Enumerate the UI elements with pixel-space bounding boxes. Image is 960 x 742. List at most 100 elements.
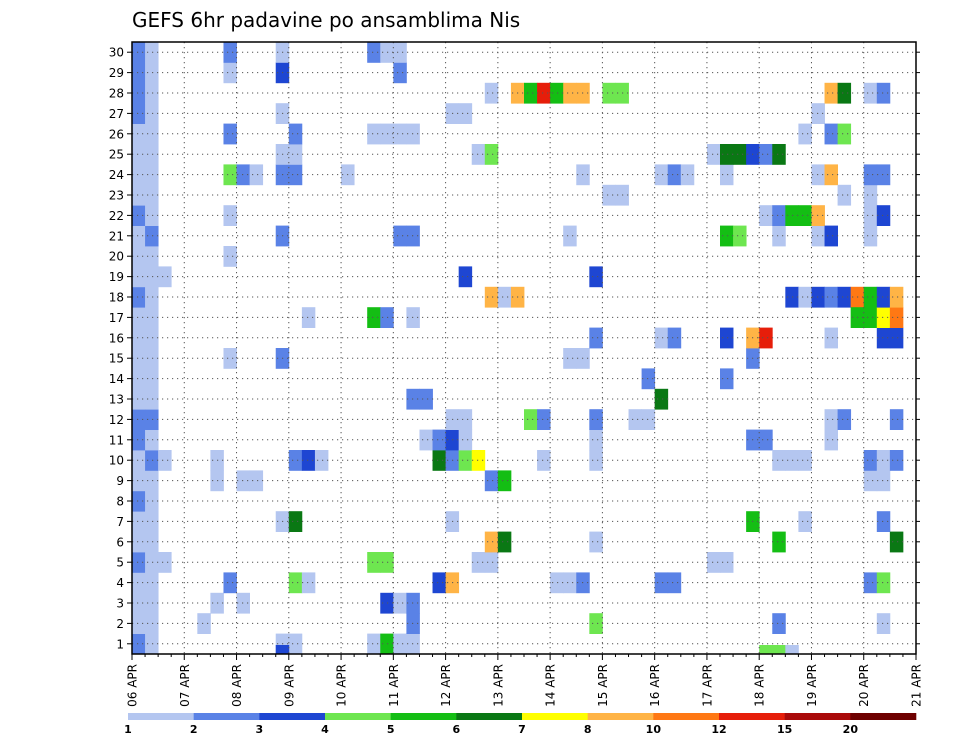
heat-cell [759,429,773,451]
x-tick-label: 10 APR [335,664,349,707]
heat-cell [145,123,159,145]
colorbar-tick-label: 1 [124,723,132,736]
heat-cell [145,388,159,410]
heat-cell [145,42,159,63]
heat-cell [837,82,852,104]
heat-cell [889,531,904,553]
heat-cell [471,144,486,165]
heat-cell [837,286,852,308]
heat-cell [393,592,407,614]
heat-cell [419,429,433,451]
heat-cell [301,307,316,328]
heat-cell [288,511,303,532]
y-tick-label: 19 [109,270,124,284]
heat-cell [145,307,159,328]
y-tick-label: 9 [116,474,124,488]
heat-cell [733,144,747,165]
colorbar-segment [193,713,260,720]
heat-cell [288,633,303,655]
heat-cell [863,184,878,206]
heat-cell [145,164,159,186]
heat-cell [132,490,146,512]
y-tick-label: 21 [109,229,124,243]
x-tick-label: 21 APR [910,664,924,707]
heat-cell [889,409,904,430]
heat-cell [132,103,146,124]
colorbar-segment [522,713,588,720]
heat-cell [145,205,159,226]
heat-cell [275,645,290,654]
heat-cell [223,572,237,594]
x-tick-label: 18 APR [753,664,767,707]
y-tick-label: 8 [116,495,124,509]
heat-cell [484,470,499,492]
heat-cell [158,266,172,288]
colorbar-segment [456,713,523,720]
heat-cell [288,450,303,471]
heat-cell [589,450,603,471]
heat-cell [145,225,159,247]
colorbar-tick-label: 7 [518,723,526,736]
heat-cell [132,225,146,247]
colorbar-tick-label: 6 [453,723,461,736]
heat-cell [145,470,159,492]
x-axis: 06 APR 07 APR 08 APR 09 APR 10 APR 11 APR 12 A… [126,654,924,707]
colorbar-tick-label: 12 [711,723,726,736]
heat-cell [863,307,878,328]
colorbar: 1 2 3 4 5 6 7 8 10 12 15 20 [124,713,917,736]
heat-cell [824,409,838,430]
heat-cell [236,470,250,492]
heat-cell [824,225,838,247]
heat-cell [720,368,734,390]
heat-cell [876,511,891,532]
colorbar-segment [128,713,194,720]
heat-cell [759,327,773,349]
heat-cell [667,164,682,186]
heat-cell [132,82,146,104]
heat-cell [132,42,146,63]
heat-cell [589,409,603,430]
heat-cell [772,613,786,634]
heat-cell [145,286,159,308]
heat-cell [876,307,891,328]
heat-cell [432,572,446,594]
heat-cell [145,348,159,369]
heat-cell [497,531,512,553]
y-tick-label: 25 [109,148,124,162]
heat-cell [249,470,264,492]
chart-title: GEFS 6hr padavine po ansamblima Nis [132,8,520,32]
heat-cell [223,246,237,267]
heat-cell [759,645,773,654]
heat-cell [145,450,159,471]
heat-cell [458,266,473,288]
heat-cell [641,368,656,390]
heat-cell [772,205,786,226]
heat-cell [132,470,146,492]
heat-cell [132,409,146,430]
y-tick-label: 30 [109,46,124,60]
heat-cell [132,123,146,145]
heat-cell [484,531,499,553]
y-tick-label: 3 [116,597,124,611]
colorbar-segment [784,713,851,720]
heat-cell [223,42,237,63]
y-tick-label: 6 [116,535,124,549]
heat-cell [772,144,786,165]
heat-cell [589,327,603,349]
y-axis: 1234567891011121314151617181920212223242… [109,46,920,651]
heat-cell [876,205,891,226]
heat-cell [824,327,838,349]
heat-cell [132,327,146,349]
heat-cell [537,450,551,471]
heat-cell [863,225,878,247]
heat-cell [145,552,159,573]
heat-cell [458,103,473,124]
heat-cell [393,225,407,247]
heat-cell [889,450,904,471]
heat-cell [550,82,564,104]
heat-cell [889,327,904,349]
x-tick-label: 15 APR [596,664,610,707]
heat-cell [432,450,446,471]
y-tick-label: 15 [109,352,124,366]
heat-cell [602,184,616,206]
